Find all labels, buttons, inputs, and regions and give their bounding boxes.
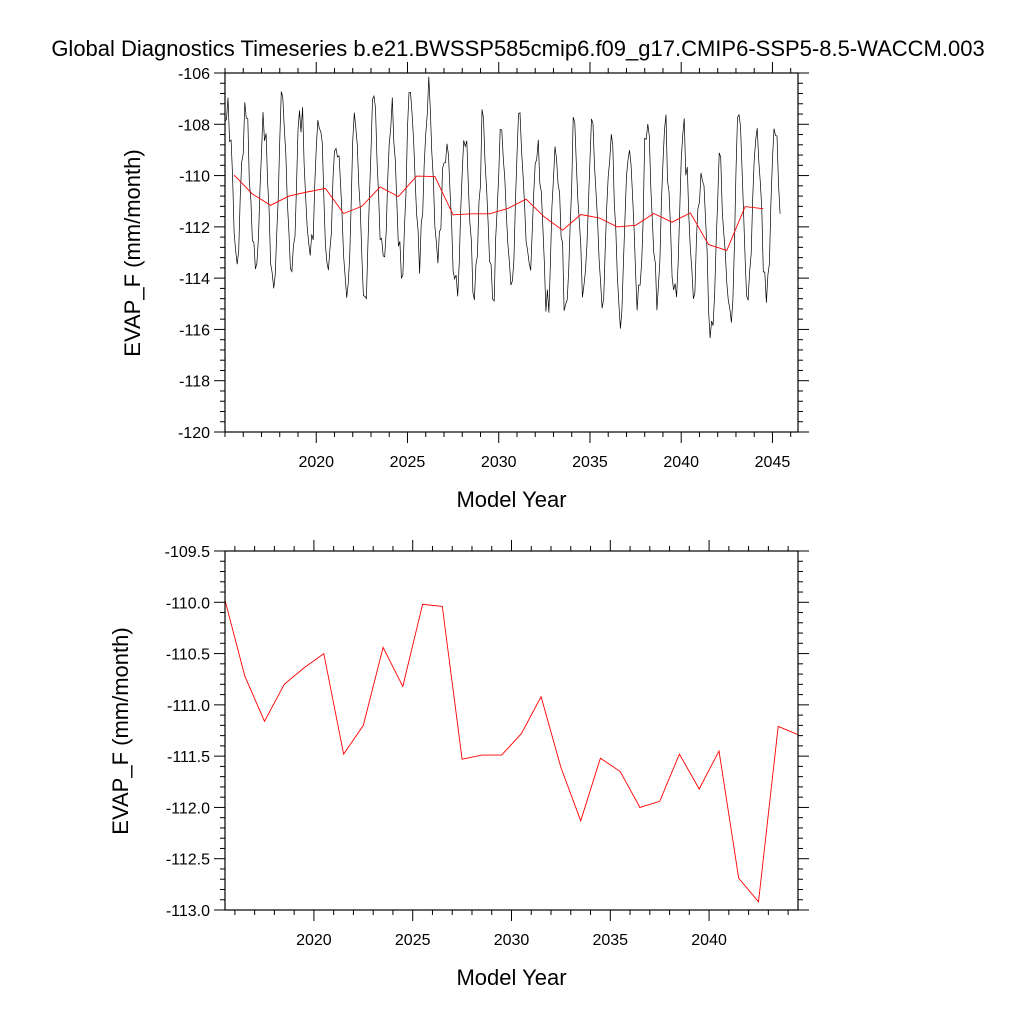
y-tick-label: -118 xyxy=(179,374,210,391)
top-x-axis-label: Model Year xyxy=(456,487,566,512)
bottom-x-axis-label: Model Year xyxy=(456,965,566,990)
annual-mean-series-line xyxy=(233,174,764,251)
annual-mean-series-line xyxy=(225,600,798,903)
top-tick-labels: 2020 2025 2030 2035 2040 2045 -120 -118 -116 -114… xyxy=(178,66,790,471)
bottom-y-axis-label: EVAP_F (mm/month) xyxy=(108,627,133,834)
monthly-series-line xyxy=(225,76,781,339)
x-tick-label: 2020 xyxy=(296,932,332,949)
y-tick-label: -111.5 xyxy=(167,749,210,766)
y-tick-label: -116 xyxy=(179,322,210,339)
y-tick-label: -112.0 xyxy=(166,800,210,817)
top-ticks xyxy=(214,62,809,443)
bottom-panel: 2020 2025 2030 2035 2040 -113.0 -112.5 -112.0 -1… xyxy=(108,540,809,990)
y-tick-label: -110.0 xyxy=(166,595,210,612)
y-tick-label: -106 xyxy=(178,66,210,83)
y-tick-label: -108 xyxy=(178,117,210,134)
x-tick-label: 2040 xyxy=(691,932,727,949)
top-plot-frame xyxy=(224,72,799,433)
bottom-ticks xyxy=(214,540,809,921)
y-tick-label: -114 xyxy=(179,271,210,288)
x-tick-label: 2040 xyxy=(663,454,699,471)
x-tick-label: 2025 xyxy=(390,454,426,471)
x-tick-label: 2020 xyxy=(298,454,334,471)
y-tick-label: -109.5 xyxy=(165,544,210,561)
x-tick-label: 2035 xyxy=(592,932,628,949)
y-tick-label: -110.5 xyxy=(166,647,210,664)
y-tick-label: -112.5 xyxy=(166,852,210,869)
bottom-tick-labels: 2020 2025 2030 2035 2040 -113.0 -112.5 -112.0 -1… xyxy=(165,544,727,949)
x-tick-label: 2030 xyxy=(494,932,530,949)
x-tick-label: 2030 xyxy=(481,454,517,471)
x-tick-label: 2035 xyxy=(572,454,608,471)
top-panel: 2020 2025 2030 2035 2040 2045 -120 -118 -116 -114… xyxy=(120,62,809,512)
y-tick-label: -113.0 xyxy=(166,903,210,920)
bottom-plot-frame xyxy=(224,550,799,911)
bottom-plot-area xyxy=(225,600,798,903)
y-tick-label: -112 xyxy=(179,220,210,237)
chart-title: Global Diagnostics Timeseries b.e21.BWSS… xyxy=(51,36,984,61)
y-tick-label: -110 xyxy=(179,169,210,186)
x-tick-label: 2025 xyxy=(395,932,431,949)
top-y-axis-label: EVAP_F (mm/month) xyxy=(120,149,145,356)
x-tick-label: 2045 xyxy=(755,454,791,471)
y-tick-label: -120 xyxy=(178,425,210,442)
top-plot-area xyxy=(225,76,781,339)
y-tick-label: -111.0 xyxy=(167,698,210,715)
